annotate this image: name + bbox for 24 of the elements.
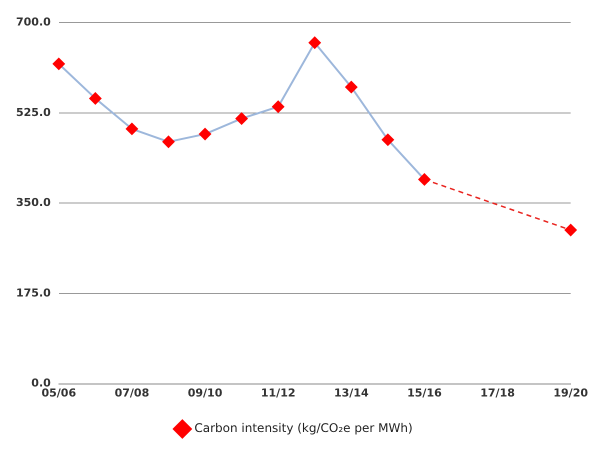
point <box>418 173 430 186</box>
x-tick-label: 17/18 <box>480 386 515 400</box>
y-tick-label: 525.0 <box>16 106 52 119</box>
legend-label: Carbon intensity (kg/CO₂e per MWh) <box>194 421 413 436</box>
x-tick-label: 19/20 <box>553 386 588 400</box>
y-tick-label: 175.0 <box>16 286 52 300</box>
point <box>126 122 138 135</box>
point <box>272 100 284 113</box>
x-tick-label: 13/14 <box>334 386 369 400</box>
y-tick-label: 700.0 <box>16 15 52 28</box>
x-tick-label: 15/16 <box>407 386 442 400</box>
x-tick-label: 07/08 <box>114 386 150 400</box>
point <box>308 36 321 49</box>
point <box>52 58 65 70</box>
point <box>236 112 248 125</box>
x-tick-label: 11/12 <box>260 386 296 400</box>
point <box>89 92 102 104</box>
point <box>564 224 577 236</box>
point <box>345 81 358 94</box>
y-tick-label: 350.0 <box>16 196 52 210</box>
point <box>199 128 212 140</box>
point <box>382 134 394 146</box>
point <box>162 136 174 148</box>
x-tick-label: 09/10 <box>188 386 223 400</box>
